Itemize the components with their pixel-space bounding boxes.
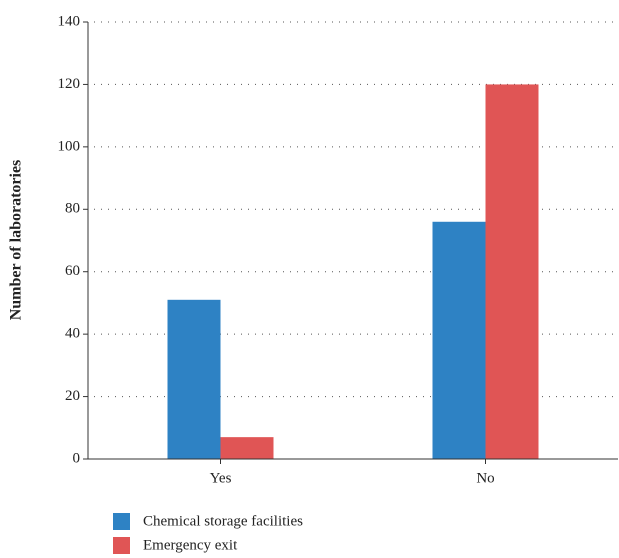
x-tick-label: No	[476, 470, 494, 486]
y-tick-label: 0	[73, 450, 81, 466]
y-tick-label: 60	[65, 263, 80, 279]
y-tick-label: 100	[58, 138, 81, 154]
y-tick-label: 40	[65, 326, 80, 342]
bar	[485, 84, 539, 459]
bar	[432, 221, 486, 459]
bar	[167, 299, 221, 459]
legend-label: Chemical storage facilities	[143, 513, 303, 529]
y-tick-label: 80	[65, 201, 80, 217]
y-axis-label: Number of laboratories	[8, 160, 25, 321]
x-tick-label: Yes	[210, 470, 232, 486]
y-tick-label: 120	[58, 76, 81, 92]
y-tick-label: 140	[58, 13, 81, 29]
legend-swatch	[113, 537, 130, 554]
bar	[220, 437, 274, 459]
y-tick-label: 20	[65, 388, 80, 404]
legend-label: Emergency exit	[143, 537, 238, 553]
legend-swatch	[113, 513, 130, 530]
